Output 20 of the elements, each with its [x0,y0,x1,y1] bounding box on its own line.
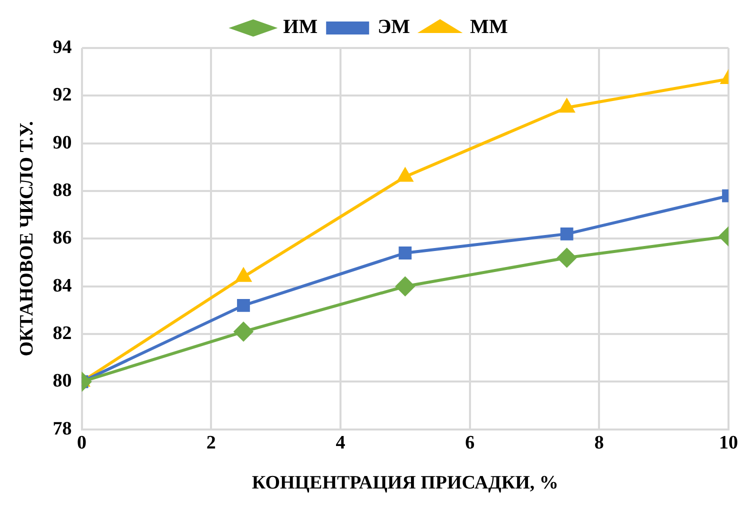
x-tick-label: 6 [465,432,475,454]
legend-label: ИМ [283,16,318,38]
y-tick-label: 92 [52,84,72,106]
y-tick-label: 80 [52,370,72,392]
x-tick-label: 10 [719,432,738,454]
legend-label: ЭМ [378,16,410,38]
legend-label: ММ [470,16,508,38]
x-tick-label: 8 [594,432,604,454]
x-tick-label: 2 [206,432,216,454]
x-axis-title: КОНЦЕНТРАЦИЯ ПРИСАДКИ, % [252,472,558,494]
y-axis-title: ОКТАНОВОЕ ЧИСЛО Т.У. [16,121,38,356]
y-tick-label: 82 [52,322,72,344]
y-tick-label: 86 [52,228,72,249]
y-tick-label: 90 [52,132,72,154]
y-tick-label: 84 [52,275,72,296]
x-tick-label: 4 [336,432,346,454]
y-tick-label: 88 [52,180,72,201]
y-tick-label: 94 [52,36,72,58]
y-tick-label: 78 [52,418,72,440]
x-tick-label: 0 [77,432,87,454]
